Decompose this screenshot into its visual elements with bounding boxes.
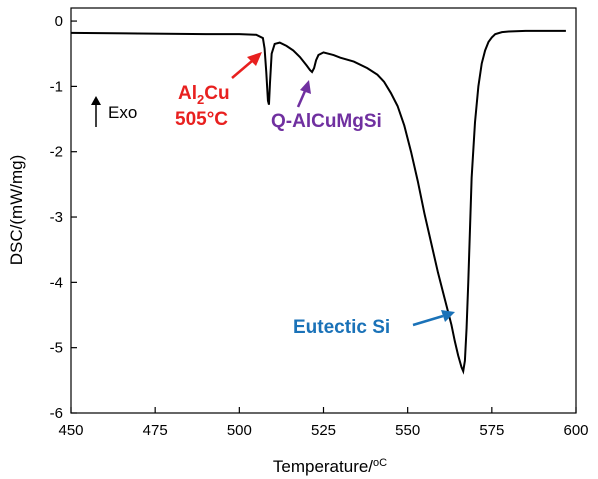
- annotation-al2cu-arrowhead: [247, 52, 262, 66]
- x-axis-label: Temperature/oC: [273, 457, 387, 476]
- annotation-al2cu-label: Al2Cu: [178, 83, 230, 107]
- x-tick-label: 550: [395, 422, 420, 439]
- exo-arrow-head: [91, 96, 101, 105]
- exo-label: Exo: [108, 103, 137, 122]
- annotation-eutectic-si: Eutectic Si: [293, 310, 455, 338]
- y-tick-label: -5: [50, 340, 63, 357]
- x-tick-label: 475: [143, 422, 168, 439]
- x-tick-label: 525: [311, 422, 336, 439]
- annotation-q-phase: Q-AlCuMgSi: [271, 80, 382, 132]
- y-tick-label: -3: [50, 209, 63, 226]
- x-tick-label: 600: [563, 422, 588, 439]
- y-tick-label: -4: [50, 274, 63, 291]
- x-tick-label: 575: [479, 422, 504, 439]
- annotation-q-phase-arrowhead: [300, 80, 311, 94]
- annotation-al2cu-arrow: [231, 60, 253, 79]
- y-axis-ticks: 0 -1 -2 -3 -4 -5 -6: [50, 13, 77, 422]
- dsc-curve: [70, 29, 566, 375]
- y-tick-label: -6: [50, 405, 63, 422]
- annotation-eutectic-si-label: Eutectic Si: [293, 317, 390, 338]
- y-axis-label: DSC/(mW/mg): [7, 155, 26, 265]
- y-tick-label: 0: [55, 13, 63, 30]
- x-axis-ticks: 450 475 500 525 550 575 600: [58, 407, 589, 439]
- y-tick-label: -2: [50, 144, 63, 161]
- x-tick-label: 500: [227, 422, 252, 439]
- annotation-q-phase-arrow: [296, 90, 307, 108]
- annotation-eutectic-si-arrowhead: [441, 310, 455, 322]
- plot-frame: [70, 7, 577, 414]
- x-tick-label: 450: [58, 422, 83, 439]
- annotation-al2cu-temp: 505°C: [175, 109, 228, 130]
- y-tick-label: -1: [50, 78, 63, 95]
- annotation-q-phase-label: Q-AlCuMgSi: [271, 111, 382, 132]
- annotation-al2cu: Al2Cu 505°C: [175, 52, 262, 130]
- annotation-eutectic-si-arrow: [412, 314, 444, 327]
